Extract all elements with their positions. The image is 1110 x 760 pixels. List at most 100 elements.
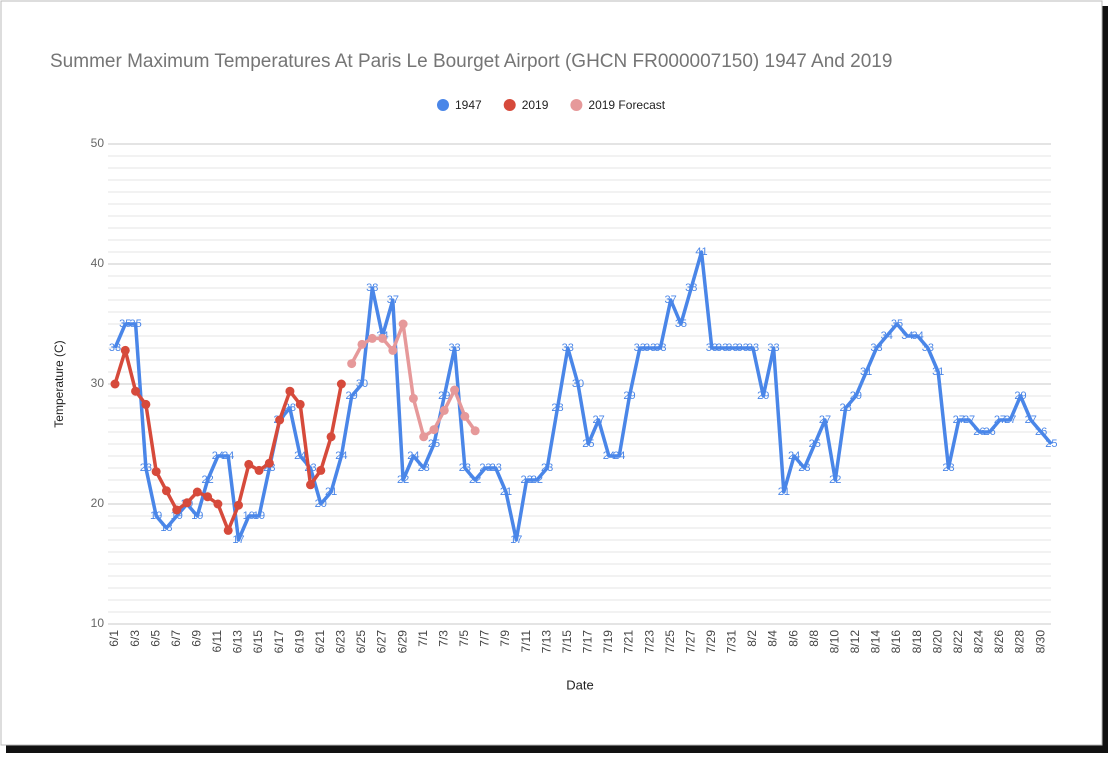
data-label: 24	[603, 450, 615, 462]
data-label: 24	[335, 450, 347, 462]
data-label: 26	[1035, 426, 1047, 438]
data-label: 38	[366, 282, 378, 294]
data-label: 37	[665, 294, 677, 306]
data-label: 19	[253, 510, 265, 522]
data-label: 22	[520, 474, 532, 486]
data-label: 24	[407, 450, 419, 462]
data-label: 33	[716, 342, 728, 354]
x-tick-label: 7/31	[725, 630, 739, 654]
data-label: 35	[129, 318, 141, 330]
legend-swatch	[437, 99, 449, 111]
x-tick-label: 7/17	[581, 630, 595, 654]
point	[347, 359, 357, 369]
data-label: 19	[191, 510, 203, 522]
data-label: 27	[819, 414, 831, 426]
data-label: 24	[222, 450, 234, 462]
point	[357, 339, 367, 349]
point	[151, 467, 161, 477]
data-label: 35	[675, 318, 687, 330]
legend-label: 2019	[522, 98, 549, 112]
data-label: 17	[510, 534, 522, 546]
point	[378, 333, 388, 343]
x-tick-label: 6/5	[148, 630, 162, 647]
chart-title: Summer Maximum Temperatures At Paris Le …	[50, 51, 892, 72]
data-label: 33	[562, 342, 574, 354]
data-label: 29	[623, 390, 635, 402]
point	[285, 386, 295, 396]
point	[223, 525, 233, 535]
data-label: 30	[356, 378, 368, 390]
point	[264, 458, 274, 468]
point	[388, 345, 398, 355]
data-label: 23	[541, 462, 553, 474]
point	[244, 459, 254, 469]
frame	[0, 0, 1103, 746]
data-label: 27	[994, 414, 1006, 426]
point	[336, 379, 346, 389]
data-label: 19	[243, 510, 255, 522]
data-label: 23	[459, 462, 471, 474]
data-label: 24	[294, 450, 306, 462]
x-tick-label: 7/27	[683, 630, 697, 654]
x-tick-label: 7/9	[498, 630, 512, 647]
point	[306, 480, 316, 490]
point	[141, 399, 151, 409]
x-tick-label: 8/30	[1033, 630, 1047, 654]
legend-swatch	[570, 99, 583, 111]
point	[213, 499, 223, 509]
data-label: 22	[201, 474, 213, 486]
data-label: 28	[551, 402, 563, 414]
point	[182, 498, 192, 508]
point	[408, 393, 418, 403]
x-tick-label: 6/21	[313, 630, 327, 654]
point	[460, 411, 470, 421]
data-label: 31	[932, 366, 944, 378]
point	[316, 465, 326, 475]
x-tick-label: 7/3	[436, 630, 450, 647]
data-label: 25	[809, 438, 821, 450]
data-label: 19	[150, 510, 162, 522]
data-label: 33	[644, 342, 656, 354]
y-tick-label: 10	[91, 616, 105, 630]
data-label: 27	[963, 414, 975, 426]
x-tick-label: 8/10	[827, 630, 841, 654]
data-label: 23	[798, 462, 810, 474]
grid: 10 20 30 40 50 6/1 6/3 6/5 6/7 6/9 6/11 6/13 6/15 6/1…	[91, 136, 1051, 653]
data-label: 33	[706, 342, 718, 354]
point	[367, 333, 377, 343]
data-label: 34	[911, 330, 923, 342]
y-tick-label: 40	[91, 256, 105, 270]
data-label: 22	[531, 474, 543, 486]
data-label: 22	[397, 474, 409, 486]
x-axis-title: Date	[566, 677, 593, 692]
x-tick-label: 7/29	[704, 630, 718, 654]
x-tick-label: 7/19	[601, 630, 615, 654]
data-label: 30	[572, 378, 584, 390]
legend-swatch	[503, 99, 516, 111]
data-label: 29	[346, 390, 358, 402]
data-label: 34	[881, 330, 893, 342]
data-label: 33	[767, 342, 779, 354]
point	[275, 415, 285, 425]
data-label: 33	[448, 342, 460, 354]
data-label: 24	[212, 450, 224, 462]
data-label: 31	[860, 366, 872, 378]
data-label: 41	[695, 246, 707, 258]
data-label: 21	[500, 486, 512, 498]
x-tick-label: 8/8	[807, 630, 821, 647]
x-tick-label: 8/14	[869, 630, 883, 654]
y-axis-title: Temperature (C)	[52, 340, 66, 427]
data-label: 33	[870, 342, 882, 354]
data-label: 29	[438, 390, 450, 402]
x-tick-label: 8/12	[848, 630, 862, 654]
data-label: 29	[1014, 390, 1026, 402]
point	[131, 386, 141, 396]
x-tick-label: 8/16	[889, 630, 903, 654]
data-label: 28	[839, 402, 851, 414]
data-label: 25	[582, 438, 594, 450]
data-label: 33	[634, 342, 646, 354]
legend: 1947 2019 2019 Forecast	[437, 98, 666, 112]
x-tick-label: 8/22	[951, 630, 965, 654]
data-label: 17	[232, 534, 244, 546]
